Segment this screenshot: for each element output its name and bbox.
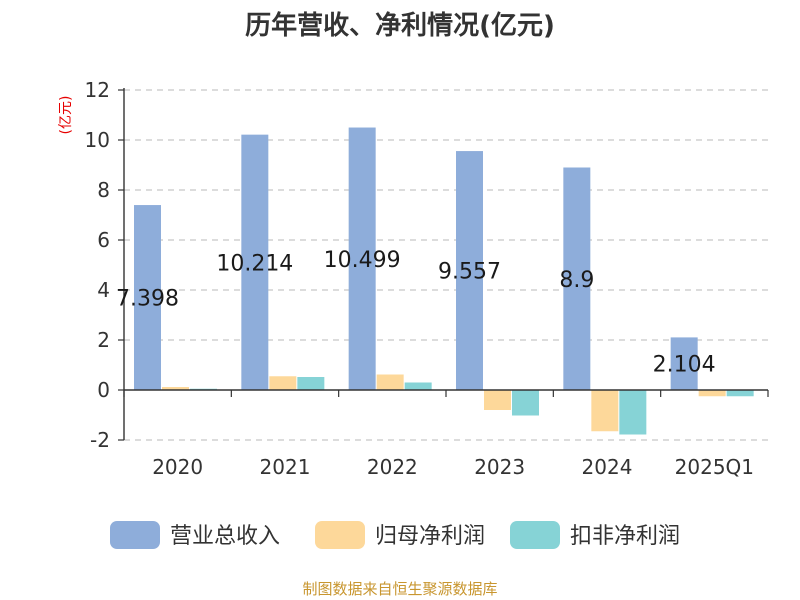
legend-label: 归母净利润 bbox=[375, 524, 485, 549]
bar-series-0 bbox=[241, 134, 269, 390]
y-tick-label: 12 bbox=[85, 78, 110, 102]
legend-label: 营业总收入 bbox=[170, 524, 280, 549]
y-tick-label: 4 bbox=[97, 278, 110, 302]
y-axis-ticks: -2 0 2 4 6 8 10 12 bbox=[85, 78, 124, 452]
bar-series-2 bbox=[297, 377, 325, 390]
bar-series-0 bbox=[670, 337, 698, 390]
y-tick-label: 10 bbox=[85, 128, 110, 152]
legend-swatch bbox=[110, 521, 160, 549]
x-tick-label: 2024 bbox=[582, 455, 633, 479]
bar-series-1 bbox=[162, 387, 189, 390]
x-tick-label: 2021 bbox=[260, 455, 311, 479]
bar-series-2 bbox=[619, 390, 647, 435]
x-axis-ticks: 2020 2021 2022 2023 2024 2025Q1 bbox=[123, 390, 769, 479]
bar-series-0 bbox=[134, 205, 161, 390]
legend: 营业总收入 归母净利润 扣非净利润 bbox=[110, 521, 680, 549]
y-axis-unit: (亿元) bbox=[58, 96, 74, 135]
x-tick-label: 2023 bbox=[474, 455, 525, 479]
bar-series-2 bbox=[404, 382, 432, 390]
data-label: 9.557 bbox=[438, 260, 501, 285]
bar-series-2 bbox=[512, 390, 539, 416]
bar-series-1 bbox=[269, 376, 297, 390]
data-label: 8.9 bbox=[559, 268, 594, 293]
legend-label: 扣非净利润 bbox=[570, 524, 680, 549]
y-tick-label: -2 bbox=[90, 428, 110, 452]
data-label: 10.499 bbox=[324, 248, 401, 273]
legend-swatch bbox=[315, 521, 365, 549]
chart-title: 历年营收、净利情况(亿元) bbox=[245, 10, 555, 41]
bar-series-1 bbox=[591, 390, 619, 432]
legend-swatch bbox=[510, 521, 560, 549]
y-tick-label: 8 bbox=[97, 178, 110, 202]
x-tick-label: 2025Q1 bbox=[675, 455, 754, 479]
x-tick-label: 2020 bbox=[152, 455, 203, 479]
gridlines bbox=[124, 89, 768, 441]
bars bbox=[134, 127, 754, 435]
y-tick-label: 0 bbox=[97, 378, 110, 402]
data-label: 7.398 bbox=[116, 287, 179, 312]
data-labels: 7.398 10.214 10.499 9.557 8.9 2.104 bbox=[116, 248, 716, 378]
bar-series-2 bbox=[726, 390, 754, 397]
data-label: 10.214 bbox=[216, 251, 293, 276]
bar-series-1 bbox=[484, 390, 511, 410]
bar-series-0 bbox=[348, 127, 376, 391]
y-tick-label: 6 bbox=[97, 228, 110, 252]
x-tick-label: 2022 bbox=[367, 455, 418, 479]
data-source-note: 制图数据来自恒生聚源数据库 bbox=[302, 580, 497, 598]
bar-series-0 bbox=[563, 167, 591, 390]
bar-series-0 bbox=[456, 151, 483, 390]
data-label: 2.104 bbox=[653, 353, 716, 378]
bar-series-1 bbox=[698, 390, 726, 397]
bar-series-1 bbox=[376, 374, 404, 390]
y-tick-label: 2 bbox=[97, 328, 110, 352]
